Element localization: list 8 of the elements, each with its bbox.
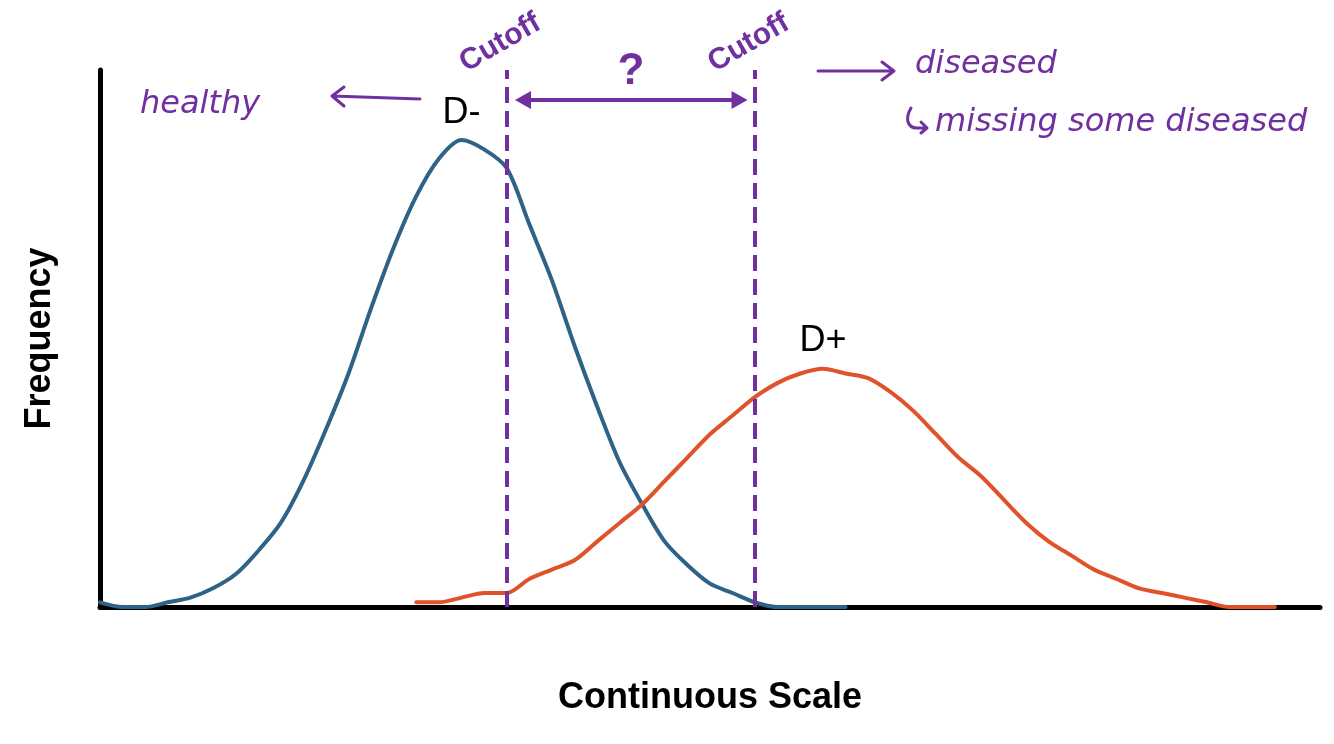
text: ?	[617, 43, 645, 93]
series-label: D-	[442, 89, 481, 131]
x-axis-title: Continuous Scale	[557, 674, 863, 716]
series-label: D+	[799, 318, 847, 360]
y-axis-title: Frequency	[16, 247, 58, 430]
text: missing some diseased	[935, 101, 1308, 139]
text: healthy	[140, 83, 262, 121]
text: diseased	[915, 43, 1058, 81]
